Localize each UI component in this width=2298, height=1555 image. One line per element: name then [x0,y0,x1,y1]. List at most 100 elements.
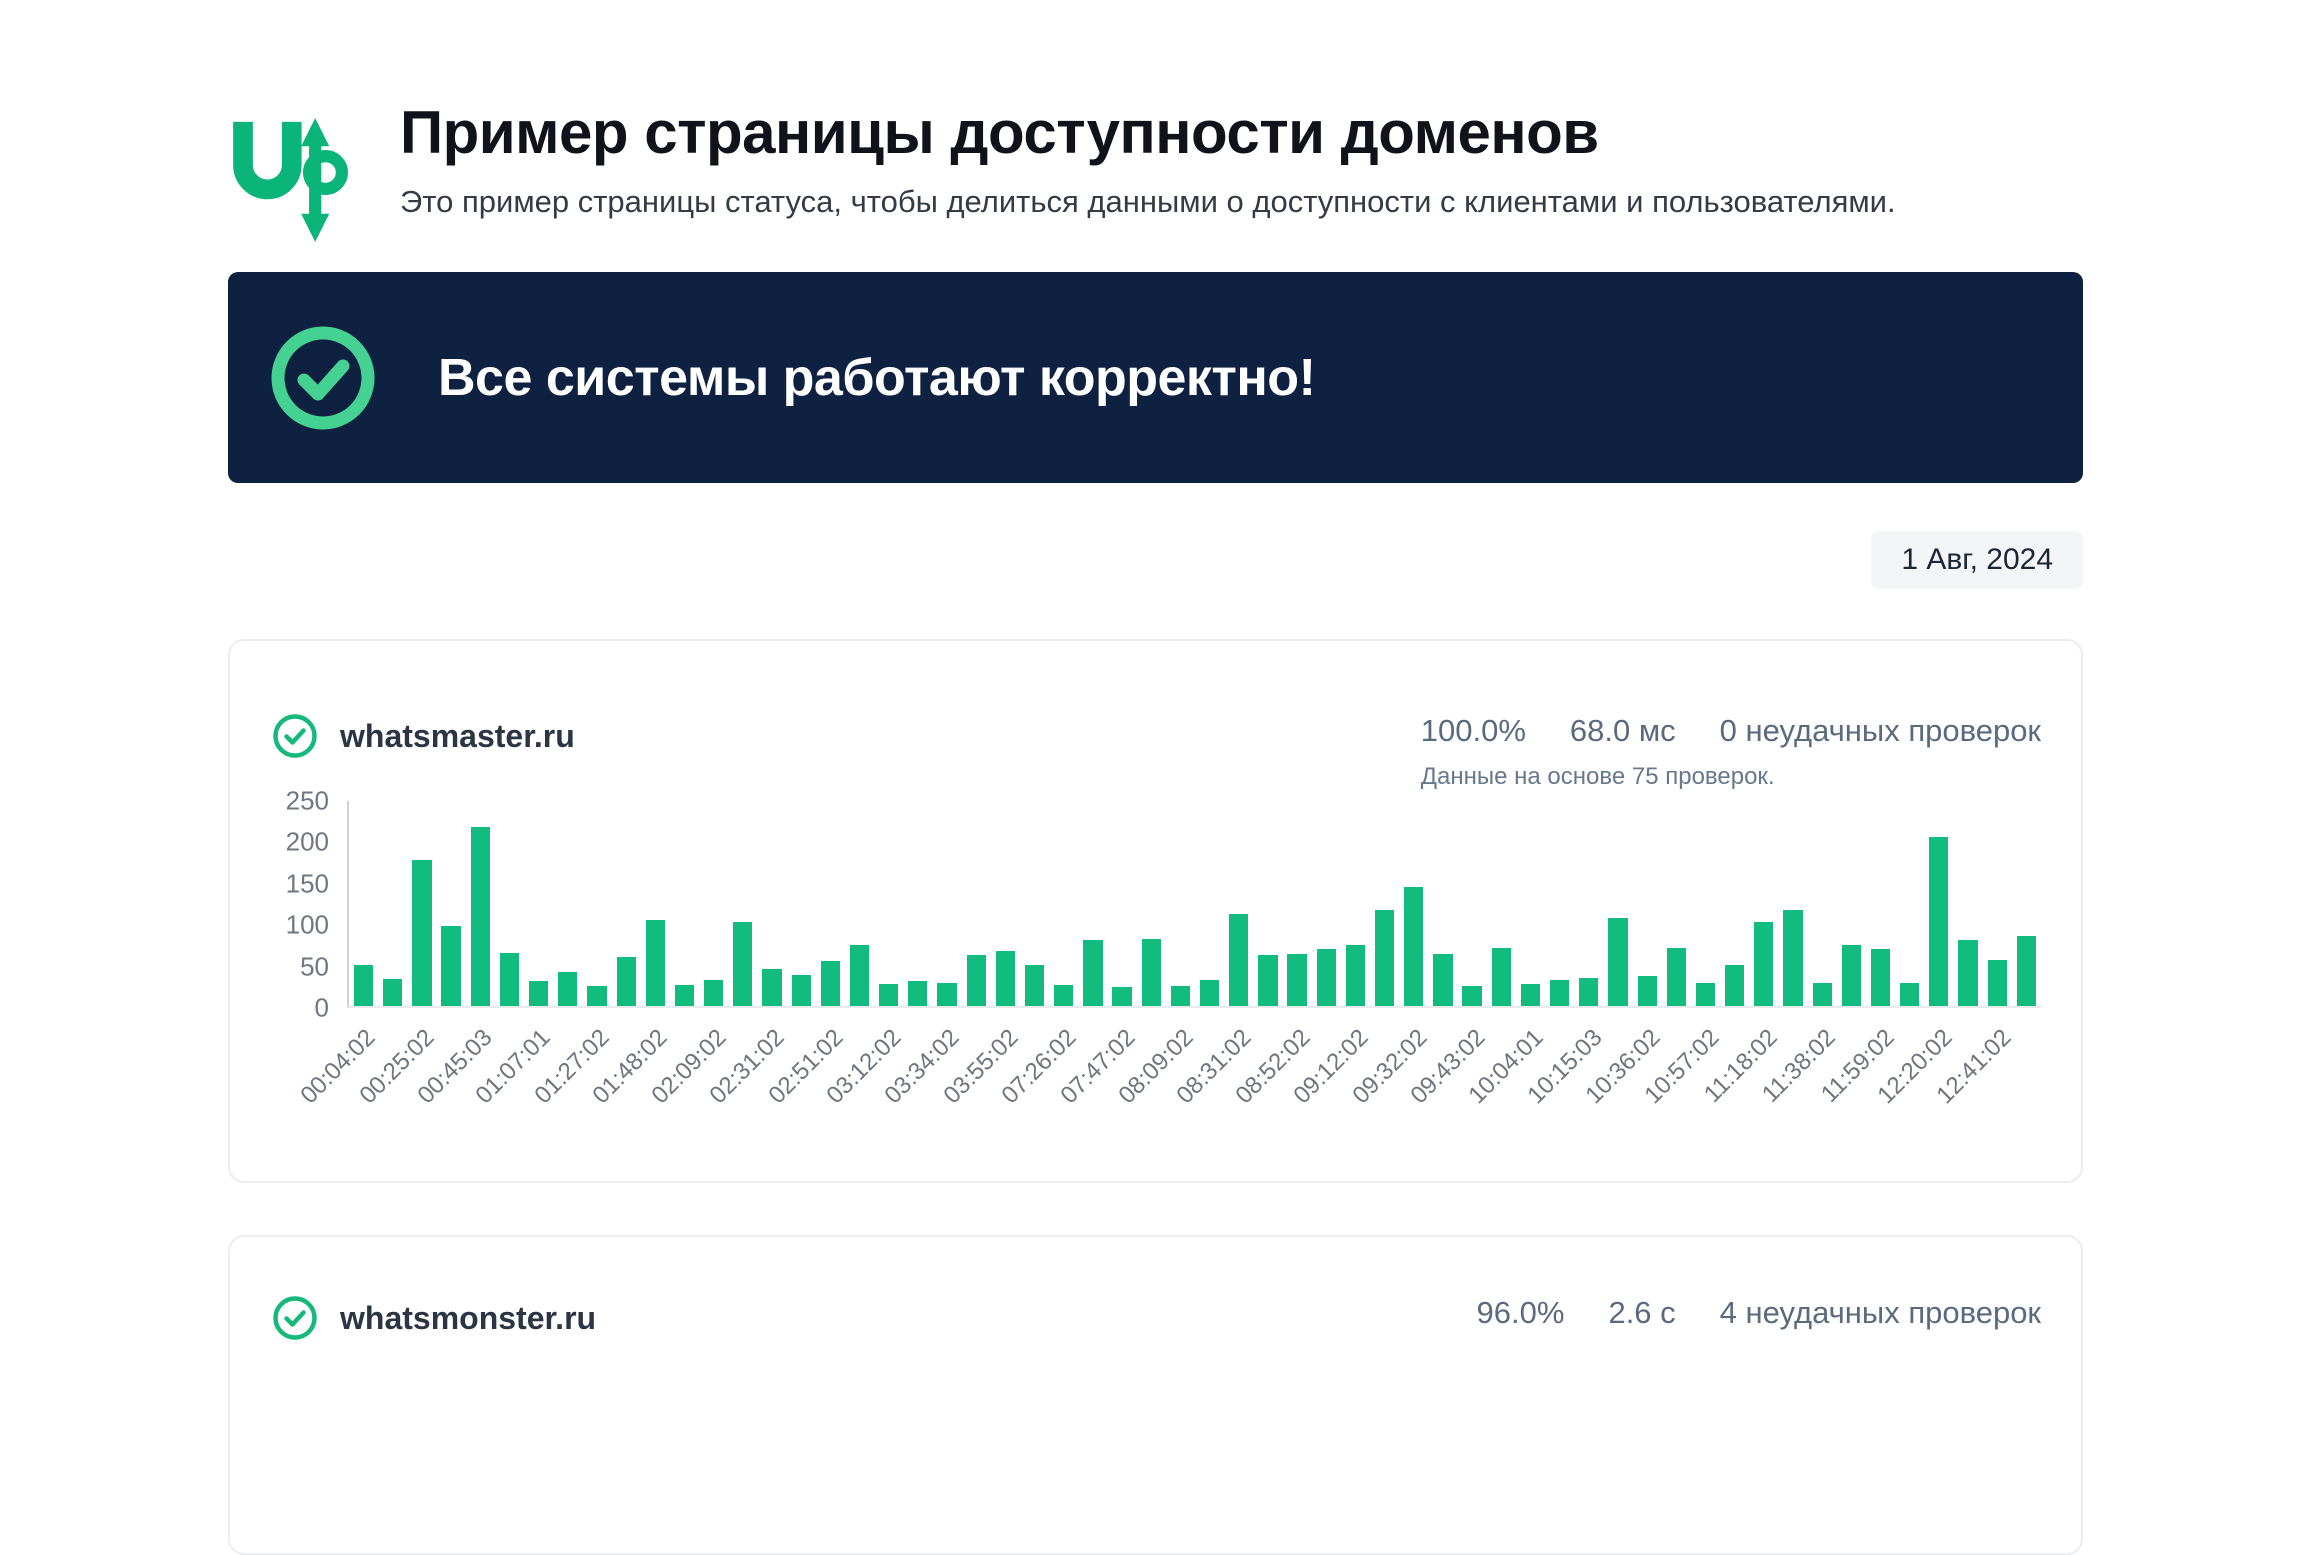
bar-slot [1691,801,1720,1006]
bar-slot [1953,801,1982,1006]
avg-response-time: 2.6 с [1608,1295,1676,1330]
bar-slot [1399,801,1428,1006]
failed-checks: 4 неудачных проверок [1719,1295,2041,1330]
chart-bar [470,827,490,1006]
bar-slot [1808,801,1837,1006]
bar-slot [582,801,611,1006]
bar-slot [1983,801,2012,1006]
chart-bar [1812,983,1832,1006]
page-subtitle: Это пример страницы статуса, чтобы делит… [400,184,1896,219]
bar-slot [1545,801,1574,1006]
chart-bar [2016,936,2036,1006]
domain-status-check-icon [273,714,317,758]
chart-bar [499,952,520,1006]
chart-bar [383,978,403,1006]
chart-bar [1258,955,1278,1006]
chart-bar [1229,914,1249,1006]
chart-bar [1199,979,1220,1006]
chart-bar [353,965,374,1006]
avg-response-time: 68.0 мс [1569,713,1676,748]
chart-bar [908,980,928,1006]
chart-bar [966,955,986,1006]
bar-slot [1866,801,1895,1006]
bar-slot [1458,801,1487,1006]
monitor-card-whatsmaster: whatsmaster.ru 100.0% 68.0 мс 0 неудачны… [228,639,2083,1183]
bar-slot [845,801,874,1006]
chart-bar [1083,940,1103,1006]
bar-slot [816,801,845,1006]
failed-checks: 0 неудачных проверок [1719,713,2041,748]
bar-slot [699,801,728,1006]
chart-bar [1929,837,1949,1006]
check-circle-icon [271,326,375,429]
bar-slot [1049,801,1078,1006]
bar-slot [407,801,436,1006]
stats-block: 96.0% 2.6 с 4 неудачных проверок [1477,1295,2041,1331]
chart-bar [1374,910,1395,1006]
uptime-logo-icon [233,118,348,242]
card-head: whatsmonster.ru 96.0% 2.6 с 4 неудачных … [272,1295,2041,1341]
stats-line: 100.0% 68.0 мс 0 неудачных проверок [1421,713,2041,749]
y-tick-label: 250 [285,785,329,816]
plot-area [347,801,2041,1008]
domain-name: whatsmaster.ru [340,717,575,754]
chart-bar [1637,975,1657,1006]
bar-slot [903,801,932,1006]
chart-bar [528,981,549,1006]
chart-bar [1404,887,1424,1006]
chart-bar [704,979,724,1006]
bar-slot [1312,801,1341,1006]
bar-slot [1778,801,1807,1006]
y-tick-label: 0 [314,992,329,1023]
chart-bar [616,956,636,1006]
bar-slot [1428,801,1457,1006]
bar-slot [1166,801,1195,1006]
card-head: whatsmaster.ru 100.0% 68.0 мс 0 неудачны… [272,713,2041,791]
bar-slot [524,801,553,1006]
y-tick-label: 100 [285,909,329,940]
bar-slot [437,801,466,1006]
chart-bar [1287,954,1307,1006]
chart-bar [412,860,432,1006]
chart-bar [733,921,753,1006]
chart-bar [1345,945,1366,1006]
response-time-chart: 0 50 100 150 200 250 00:04:02 00:25:02 00:45:03… [272,786,2041,1150]
bar-slot [1487,801,1516,1006]
chart-bar [1170,985,1191,1006]
chart-bar [1900,983,1920,1006]
y-tick-label: 150 [285,868,329,899]
bar-slot [553,801,582,1006]
chart-bar [645,919,665,1006]
chart-bar [1783,910,1803,1006]
chart-bar [587,985,607,1006]
chart-bar [849,944,870,1006]
bar-slot [1370,801,1399,1006]
x-axis: 00:04:02 00:25:02 00:45:03 01:07:01 01:27:02… [296,1008,2041,1150]
bar-slot [1633,801,1662,1006]
bar-slot [1574,801,1603,1006]
date-badge[interactable]: 1 Авг, 2024 [1871,531,2083,589]
chart-bar [674,984,695,1006]
bar-slot [787,801,816,1006]
chart-bar [1141,938,1161,1006]
chart-bar [1754,922,1774,1006]
status-banner: Все системы работают корректно! [228,272,2083,483]
bar-slot [1924,801,1953,1006]
chart-bar [1112,987,1132,1006]
chart-bar [1550,979,1570,1006]
uptime-logo[interactable] [228,116,348,249]
chart-bar [1433,954,1453,1006]
date-badge-row: 1 Авг, 2024 [228,531,2083,589]
bar-slot [1720,801,1749,1006]
y-axis: 0 50 100 150 200 250 [272,786,347,1023]
chart-bar [441,926,461,1006]
chart-bar [558,971,578,1006]
bar-slot [612,801,641,1006]
site-header: Пример страницы доступности доменов Это … [228,0,2083,249]
domain-row: whatsmonster.ru [272,1295,596,1341]
bar-slot [1195,801,1224,1006]
bar-slot [1020,801,1049,1006]
chart-bar [1958,940,1978,1006]
bar-slot [2012,801,2041,1006]
chart-bar [937,983,957,1006]
